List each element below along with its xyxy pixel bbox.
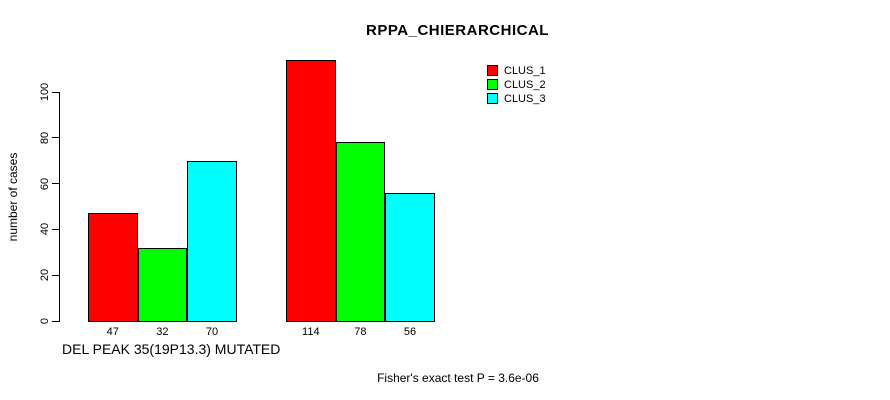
legend-row: CLUS_3 bbox=[487, 92, 546, 105]
legend-label: CLUS_3 bbox=[504, 92, 546, 105]
legend-row: CLUS_2 bbox=[487, 78, 546, 91]
y-tick-label: 40 bbox=[39, 223, 51, 236]
x-axis-group-label: DEL PEAK 35(19P13.3) MUTATED bbox=[62, 341, 281, 357]
bar-value-label: 70 bbox=[205, 326, 219, 338]
bar-clus_2-group2 bbox=[335, 142, 386, 322]
legend-swatch-clus_1 bbox=[487, 65, 498, 76]
bar-clus_1-group2 bbox=[286, 59, 336, 322]
y-tick-label: 80 bbox=[39, 131, 51, 144]
bar-value-label: 56 bbox=[403, 326, 417, 338]
legend: CLUS_1 CLUS_2 CLUS_3 bbox=[487, 64, 546, 106]
y-axis-line bbox=[59, 92, 60, 322]
bar-value-label: 32 bbox=[156, 326, 169, 338]
legend-swatch-clus_2 bbox=[487, 79, 498, 90]
y-tick-mark bbox=[52, 91, 59, 93]
y-tick-mark bbox=[52, 320, 59, 322]
legend-swatch-clus_3 bbox=[487, 93, 498, 104]
y-tick-mark bbox=[52, 274, 59, 276]
bar-clus_3-group2 bbox=[385, 192, 435, 322]
y-tick-label: 0 bbox=[39, 317, 51, 325]
y-tick-label: 20 bbox=[39, 269, 51, 282]
bar-clus_3-group1 bbox=[187, 160, 237, 322]
legend-row: CLUS_1 bbox=[487, 64, 546, 77]
bar-value-label: 47 bbox=[106, 326, 119, 338]
y-axis-label: number of cases bbox=[6, 152, 20, 242]
y-tick-mark bbox=[52, 137, 59, 139]
legend-label: CLUS_2 bbox=[504, 78, 546, 91]
bar-clus_2-group1 bbox=[137, 247, 188, 322]
bar-value-label: 114 bbox=[302, 326, 320, 338]
y-tick-mark bbox=[52, 228, 59, 230]
chart-title: RPPA_CHIERARCHICAL bbox=[366, 22, 549, 39]
y-tick-label: 100 bbox=[39, 82, 51, 102]
fisher-test-annotation: Fisher's exact test P = 3.6e-06 bbox=[377, 371, 539, 385]
bar-value-label: 78 bbox=[354, 326, 367, 338]
bar-clus_1-group1 bbox=[88, 213, 138, 322]
y-tick-mark bbox=[52, 183, 59, 185]
legend-label: CLUS_1 bbox=[504, 64, 546, 77]
y-tick-label: 60 bbox=[39, 177, 51, 190]
